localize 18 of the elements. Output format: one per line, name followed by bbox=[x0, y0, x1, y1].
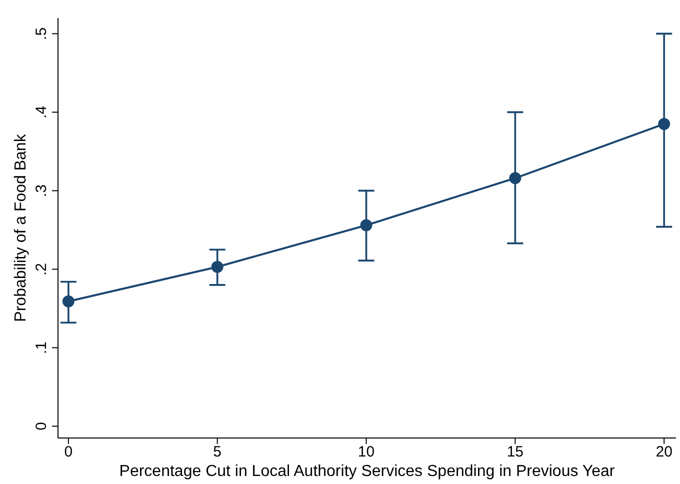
x-tick-label: 5 bbox=[213, 444, 222, 461]
x-tick-label: 0 bbox=[64, 444, 73, 461]
y-tick-label: 0 bbox=[33, 422, 50, 430]
y-tick-label: .1 bbox=[33, 341, 50, 354]
x-tick-label: 10 bbox=[358, 444, 375, 461]
y-axis-title: Probability of a Food Bank bbox=[12, 133, 30, 322]
point bbox=[658, 118, 670, 130]
y-tick-label: .3 bbox=[33, 184, 50, 197]
x-axis-title: Percentage Cut in Local Authority Services Spending in Previous Year bbox=[119, 463, 616, 480]
point bbox=[360, 219, 372, 232]
point bbox=[509, 172, 522, 184]
y-tick-label: .4 bbox=[33, 106, 50, 118]
x-tick-label: 20 bbox=[656, 444, 672, 461]
point bbox=[62, 295, 74, 308]
x-tick-label: 15 bbox=[506, 444, 524, 461]
point bbox=[211, 260, 224, 273]
y-tick-label: .5 bbox=[33, 27, 50, 40]
y-tick-label: .2 bbox=[33, 262, 50, 276]
